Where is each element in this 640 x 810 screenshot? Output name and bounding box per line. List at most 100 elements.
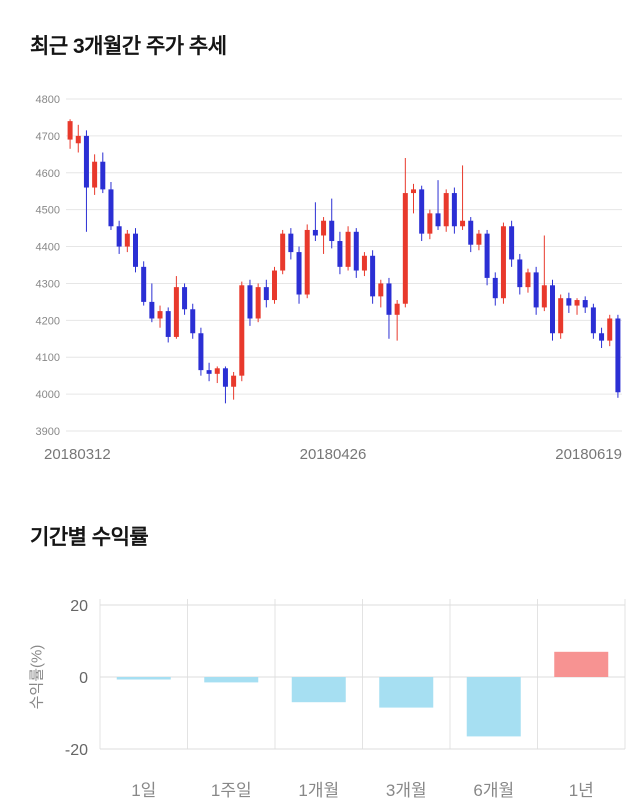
candle-body	[378, 283, 384, 297]
candle-body	[263, 287, 269, 301]
candle-body	[566, 298, 572, 306]
return-bar	[554, 651, 609, 677]
y-tick-label: 4000	[36, 389, 60, 401]
candle-body	[67, 121, 73, 140]
category-label: 1년	[568, 781, 594, 800]
y-tick-label: 20	[70, 598, 88, 615]
candle-body	[124, 233, 130, 247]
candle-body	[108, 189, 114, 227]
candle-body	[443, 193, 449, 227]
candle-body	[312, 229, 318, 236]
y-tick-label: 3900	[36, 426, 60, 438]
candle-body	[451, 193, 457, 227]
candle-body	[133, 233, 138, 267]
y-tick-label: 4700	[36, 131, 60, 143]
candle-body	[190, 309, 196, 334]
y-tick-label: 4200	[36, 315, 60, 327]
candle-body	[272, 270, 277, 301]
y-tick-label: 4600	[36, 168, 60, 180]
candle-body	[411, 189, 416, 194]
candle-body	[100, 161, 106, 190]
candle-body	[157, 311, 163, 319]
y-tick-label: 4300	[36, 278, 60, 290]
candle-body	[476, 233, 482, 245]
x-tick-middle: 20180426	[299, 446, 367, 463]
candle-body	[141, 266, 147, 302]
return-bar	[466, 677, 521, 737]
candle-body	[345, 231, 351, 267]
return-bar	[379, 677, 434, 708]
candle-body	[435, 213, 441, 227]
return-bar	[291, 677, 346, 703]
candle-body	[296, 252, 302, 295]
candle-body	[173, 287, 179, 337]
candle-body	[239, 285, 245, 376]
candle-body	[607, 318, 613, 341]
y-tick-label: 4800	[36, 94, 60, 106]
candle-body	[590, 307, 596, 334]
price-chart-x-axis: 20180312 20180426 20180619	[44, 446, 622, 463]
candle-body	[182, 287, 188, 310]
candle-body	[533, 272, 539, 308]
x-tick-end: 20180619	[555, 446, 622, 463]
candle-body	[541, 285, 547, 308]
candle-body	[165, 311, 171, 337]
candle-body	[558, 298, 564, 334]
candle-body	[116, 226, 122, 247]
candle-body	[214, 368, 220, 374]
candle-body	[304, 229, 310, 295]
candle-body	[394, 303, 400, 315]
candle-body	[615, 318, 621, 393]
return-bar	[204, 677, 259, 683]
category-label: 1주일	[210, 781, 252, 800]
candle-body	[484, 233, 490, 278]
candle-body	[492, 277, 498, 299]
candle-body	[92, 161, 98, 188]
candle-body	[222, 368, 228, 387]
candle-body	[574, 300, 580, 306]
candle-body	[517, 259, 523, 288]
candle-body	[329, 220, 335, 242]
candle-body	[337, 241, 343, 267]
candle-body	[198, 333, 204, 371]
candle-body	[402, 193, 408, 304]
candle-body	[500, 226, 506, 299]
candle-body	[206, 370, 212, 374]
candle-body	[550, 285, 555, 334]
candle-body	[83, 135, 89, 188]
candle-body	[599, 333, 605, 341]
category-label: 6개월	[473, 781, 515, 800]
candle-body	[509, 226, 515, 260]
returns-chart-title: 기간별 수익률	[30, 526, 149, 549]
y-tick-label: 4500	[36, 205, 60, 217]
category-label: 3개월	[385, 781, 427, 800]
candle-body	[288, 233, 294, 253]
candle-body	[149, 301, 155, 319]
return-bar	[116, 677, 171, 680]
returns-bar-chart: 20 0 -20	[65, 598, 626, 759]
returns-chart-x-axis: 1일 1주일 1개월 3개월 6개월 1년	[100, 776, 625, 801]
candle-body	[468, 220, 474, 245]
candle-body	[370, 255, 376, 297]
price-chart-title: 최근 3개월간 주가 추세	[30, 35, 227, 58]
candle-body	[525, 272, 531, 288]
candle-body	[247, 285, 253, 319]
x-tick-start: 20180312	[44, 446, 111, 463]
candle-body	[361, 255, 367, 271]
candle-body	[460, 220, 466, 227]
candle-body	[280, 233, 286, 271]
y-tick-label: 4400	[36, 242, 60, 254]
candle-body	[427, 213, 433, 234]
candle-body	[582, 300, 588, 308]
candle-body	[231, 375, 237, 387]
category-label: 1일	[131, 781, 157, 800]
y-tick-label: 4100	[36, 352, 60, 364]
y-tick-label: -20	[65, 742, 88, 759]
y-tick-label: 0	[79, 670, 88, 687]
candle-body	[353, 231, 359, 271]
candle-body	[419, 189, 425, 234]
candle-body	[321, 220, 327, 236]
candle-body	[386, 283, 392, 315]
candle-body	[255, 287, 261, 319]
